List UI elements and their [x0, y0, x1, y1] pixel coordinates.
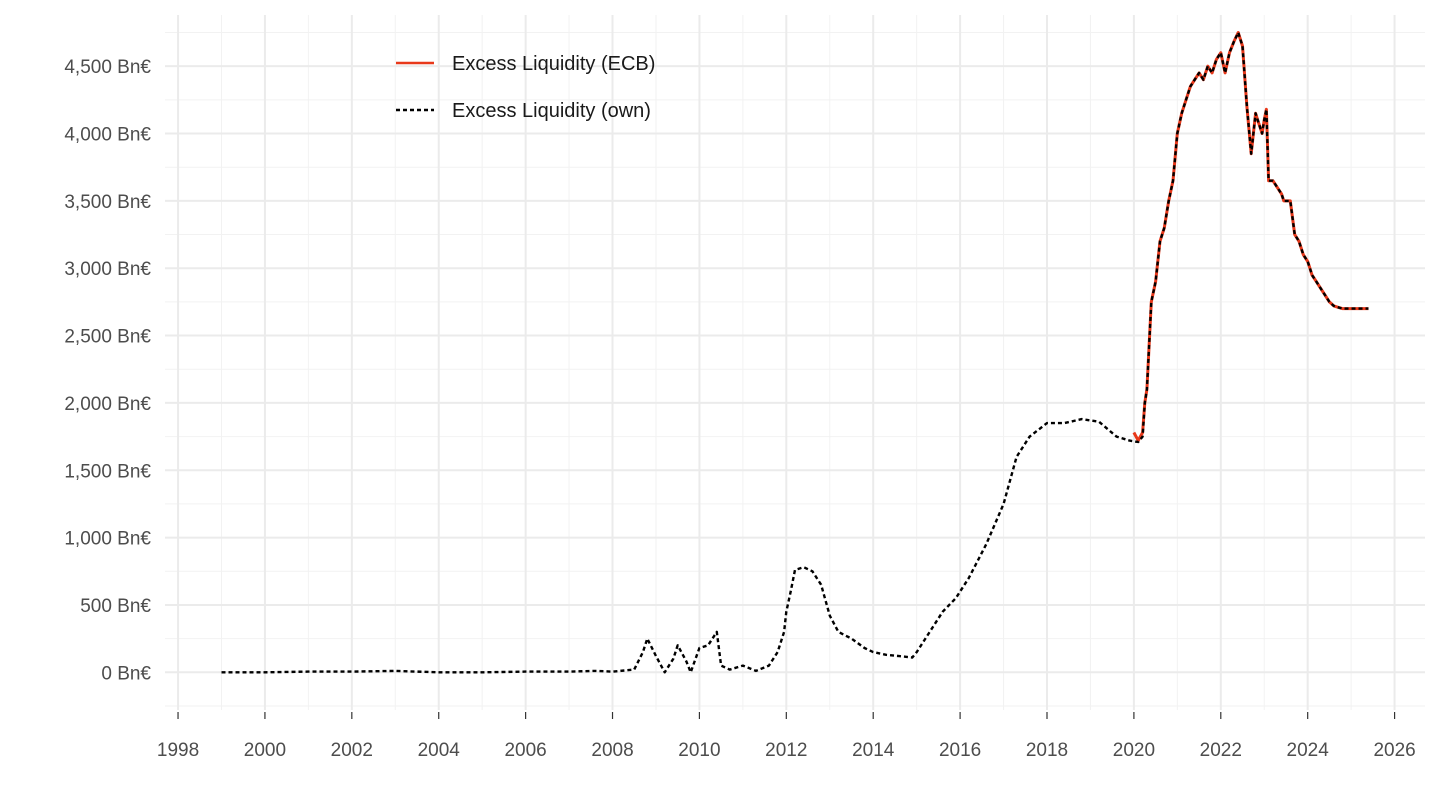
- x-tick-label: 2020: [1113, 740, 1155, 761]
- x-tick-label: 2004: [418, 740, 461, 761]
- x-tick-label: 2006: [504, 740, 546, 761]
- y-tick-label: 2,000 Bn€: [64, 394, 151, 415]
- series-layer: [221, 31, 1369, 674]
- x-tick-label: 2024: [1287, 740, 1330, 761]
- legend-label-excess-liquidity-own: Excess Liquidity (own): [452, 100, 651, 122]
- y-axis: 0 Bn€ 500 Bn€ 1,000 Bn€ 1,500 Bn€ 2,000 Bn€ 2…: [64, 57, 151, 684]
- x-tick-label: 2000: [244, 740, 286, 761]
- y-tick-label: 4,500 Bn€: [64, 57, 151, 78]
- y-tick-label: 1,500 Bn€: [64, 461, 151, 482]
- x-tick-label: 2014: [852, 740, 895, 761]
- x-tick-label: 1998: [157, 740, 199, 761]
- y-tick-label: 1,000 Bn€: [64, 529, 151, 550]
- x-tick-label: 2008: [591, 740, 633, 761]
- x-tick-label: 2022: [1200, 740, 1242, 761]
- x-axis: 1998 2000 2002 2004 2006 2008 2010 2012 2014 2016…: [157, 712, 1416, 761]
- series-line-excess-liquidity-ecb: [1132, 31, 1369, 443]
- y-tick-label: 2,500 Bn€: [64, 327, 151, 348]
- x-tick-label: 2010: [678, 740, 720, 761]
- legend-label-excess-liquidity-ecb: Excess Liquidity (ECB): [452, 53, 655, 75]
- x-tick-label: 2026: [1373, 740, 1415, 761]
- major-gridlines: [165, 15, 1425, 710]
- y-tick-label: 500 Bn€: [80, 596, 151, 617]
- x-tick-label: 2016: [939, 740, 981, 761]
- y-tick-label: 0 Bn€: [101, 663, 151, 684]
- legend: Excess Liquidity (ECB) Excess Liquidity …: [396, 53, 655, 122]
- y-tick-label: 3,000 Bn€: [64, 259, 151, 280]
- y-tick-label: 4,000 Bn€: [64, 125, 151, 146]
- series-line-excess-liquidity-own: [221, 31, 1369, 674]
- x-tick-label: 2018: [1026, 740, 1068, 761]
- y-tick-label: 3,500 Bn€: [64, 192, 151, 213]
- x-tick-label: 2012: [765, 740, 807, 761]
- x-tick-label: 2002: [331, 740, 373, 761]
